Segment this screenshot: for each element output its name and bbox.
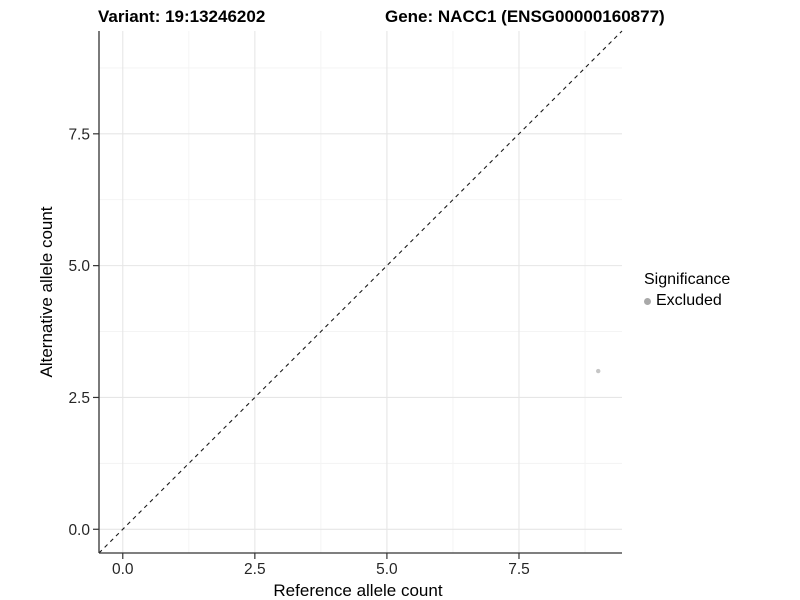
gridlines-minor bbox=[99, 31, 622, 553]
axis-lines bbox=[98, 31, 622, 554]
y-tick-label: 5.0 bbox=[68, 258, 90, 275]
legend-point-icon bbox=[644, 297, 651, 305]
x-axis-title: Reference allele count bbox=[273, 581, 442, 600]
x-tick-label: 2.5 bbox=[244, 561, 266, 578]
x-tick-label: 5.0 bbox=[376, 561, 398, 578]
legend: Significance Excluded bbox=[644, 271, 730, 310]
identity-reference-line bbox=[98, 30, 623, 554]
x-tick-label: 0.0 bbox=[112, 561, 134, 578]
plot-title-gene: Gene: NACC1 (ENSG00000160877) bbox=[385, 7, 665, 26]
x-tick-label: 7.5 bbox=[508, 561, 530, 578]
data-point bbox=[596, 368, 601, 374]
legend-title: Significance bbox=[644, 271, 731, 288]
y-tick-label: 2.5 bbox=[68, 390, 90, 407]
legend-item-excluded: Excluded bbox=[644, 292, 730, 310]
y-tick-label: 0.0 bbox=[68, 522, 90, 539]
y-tick-label: 7.5 bbox=[68, 126, 90, 143]
tick-labels: 0.0 2.5 5.0 7.5 0.0 2.5 5.0 7.5 bbox=[68, 126, 529, 578]
tick-marks bbox=[93, 133, 520, 559]
plot-title-variant: Variant: 19:13246202 bbox=[98, 7, 265, 26]
legend-item-label: Excluded bbox=[656, 292, 722, 309]
y-axis-title: Alternative allele count bbox=[37, 206, 56, 377]
plot-marks bbox=[98, 30, 623, 554]
gridlines-major bbox=[99, 31, 622, 553]
